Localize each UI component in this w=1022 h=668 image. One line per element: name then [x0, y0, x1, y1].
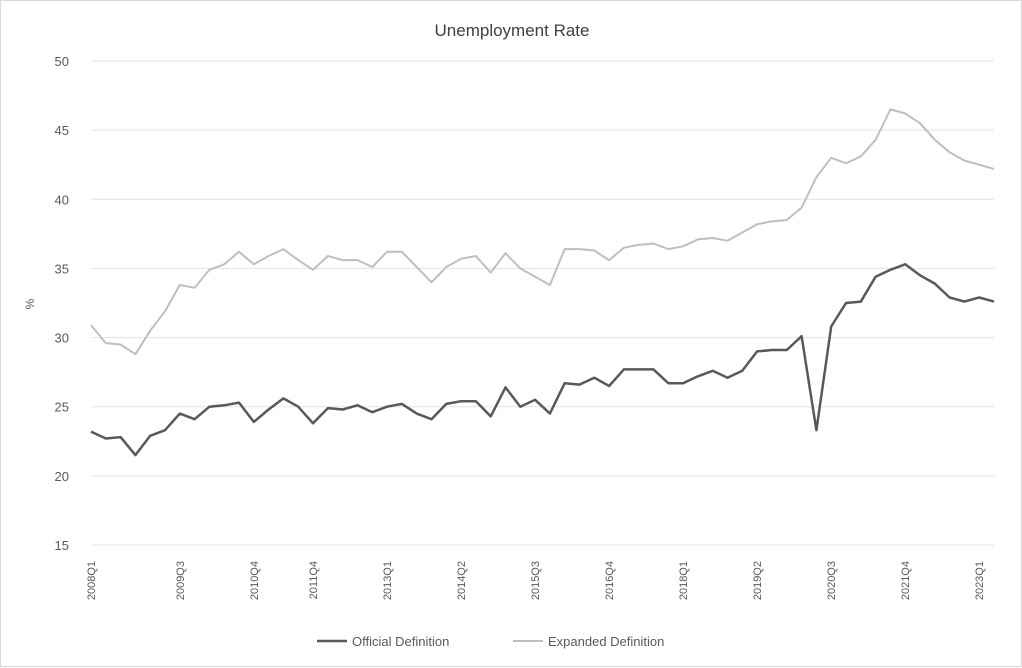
y-axis-title: % [23, 298, 37, 309]
x-tick-label: 2008Q1 [86, 561, 98, 600]
y-tick-label: 20 [55, 469, 69, 484]
legend-label-official: Official Definition [352, 634, 449, 649]
y-axis-ticks: 15 20 25 30 35 40 45 50 [55, 54, 69, 553]
x-tick-label: 2019Q2 [752, 561, 764, 600]
chart-title: Unemployment Rate [435, 21, 590, 40]
y-tick-label: 45 [55, 123, 69, 138]
x-tick-label: 2018Q1 [678, 561, 690, 600]
y-tick-label: 35 [55, 261, 69, 276]
legend: Official Definition Expanded Definition [317, 634, 664, 649]
x-tick-label: 2011Q4 [308, 561, 320, 599]
y-tick-label: 15 [55, 538, 69, 553]
series-lines [90, 108, 995, 457]
x-tick-label: 2015Q3 [530, 561, 542, 600]
x-axis-ticks: 2008Q1 2009Q3 2010Q4 2011Q4 2013Q1 2014Q2 2015… [86, 561, 986, 600]
series-line-expanded [90, 108, 995, 356]
x-tick-label: 2016Q4 [604, 561, 616, 600]
x-tick-label: 2020Q3 [826, 561, 838, 600]
y-tick-label: 40 [55, 192, 69, 207]
legend-label-expanded: Expanded Definition [548, 634, 664, 649]
y-tick-label: 30 [55, 331, 69, 346]
x-tick-label: 2013Q1 [382, 561, 394, 600]
x-tick-label: 2010Q4 [249, 561, 261, 600]
y-tick-label: 50 [55, 54, 69, 69]
x-tick-label: 2023Q1 [974, 561, 986, 600]
x-tick-label: 2021Q4 [900, 561, 912, 600]
x-tick-label: 2009Q3 [175, 561, 187, 600]
series-line-official [90, 263, 995, 457]
x-tick-label: 2014Q2 [456, 561, 468, 600]
y-tick-label: 25 [55, 400, 69, 415]
